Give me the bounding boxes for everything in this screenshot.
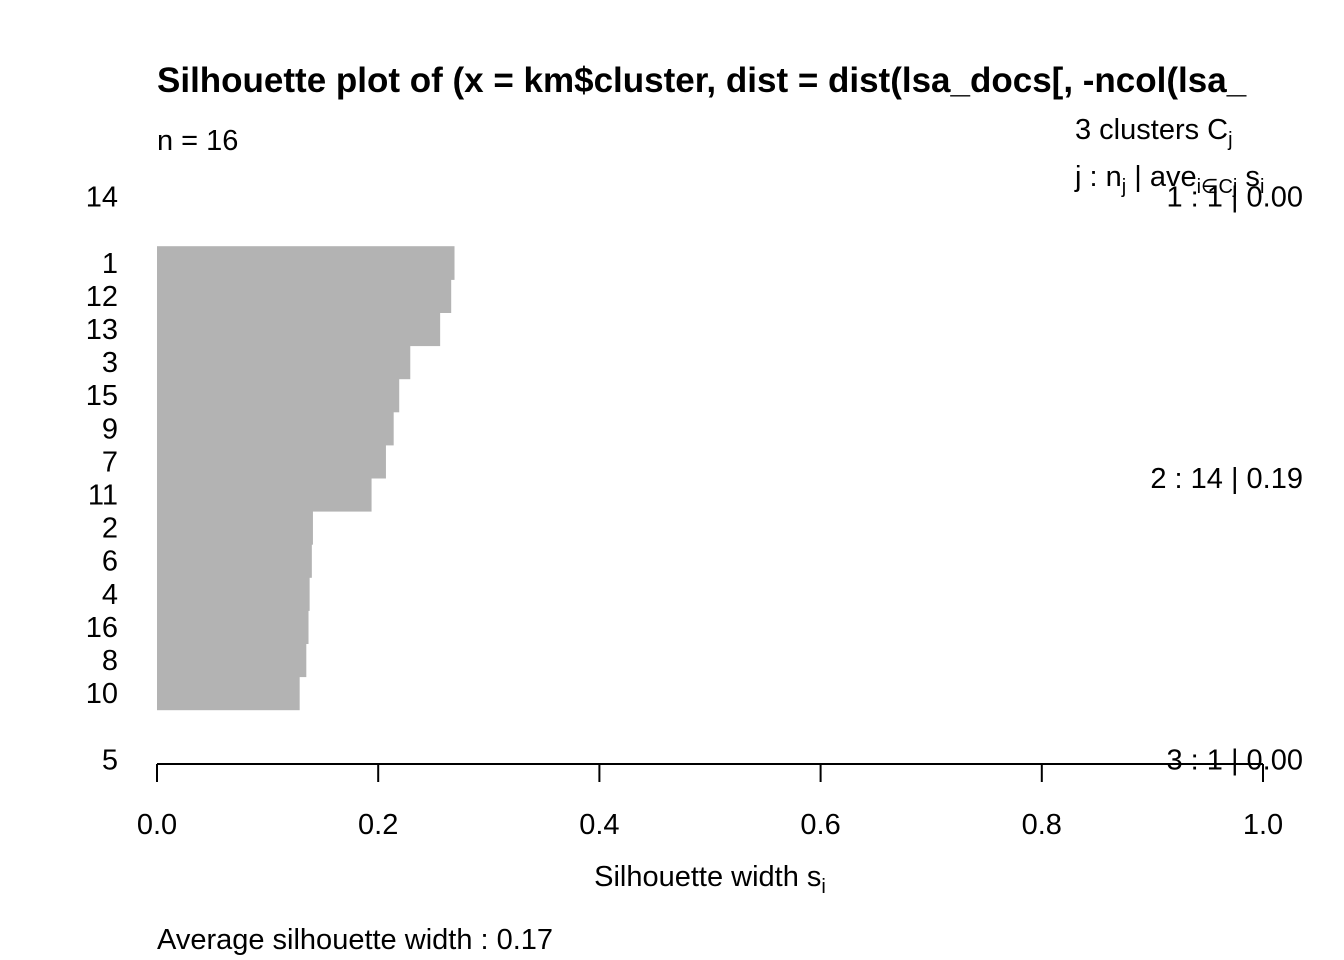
silhouette-bar-8 bbox=[157, 643, 307, 678]
y-label-13: 13 bbox=[86, 314, 118, 346]
y-label-10: 10 bbox=[86, 678, 118, 710]
bars-group bbox=[157, 246, 455, 711]
x-axis: 0.0 0.2 0.4 0.6 0.8 1.0 bbox=[137, 763, 1283, 841]
silhouette-bar-6 bbox=[157, 544, 312, 578]
y-label-12: 12 bbox=[86, 281, 118, 313]
silhouette-bar-1 bbox=[157, 246, 455, 280]
y-label-11: 11 bbox=[88, 479, 118, 511]
silhouette-bar-3 bbox=[157, 345, 411, 380]
y-label-9: 9 bbox=[102, 413, 118, 445]
y-label-1: 1 bbox=[102, 248, 118, 280]
silhouette-bar-15 bbox=[157, 378, 400, 413]
cluster-label-2: 2 : 14 | 0.19 bbox=[1150, 463, 1303, 495]
chart-subtitle: n = 16 bbox=[157, 125, 238, 157]
chart-title: Silhouette plot of (x = km$cluster, dist… bbox=[157, 61, 1247, 100]
silhouette-bar-2 bbox=[157, 511, 313, 545]
cluster-label-3: 3 : 1 | 0.00 bbox=[1166, 744, 1303, 776]
x-tick-label-1: 0.2 bbox=[358, 809, 398, 841]
silhouette-bar-10 bbox=[157, 676, 300, 711]
legend-header-line1: 3 clusters Cj bbox=[1075, 114, 1233, 151]
silhouette-bar-16 bbox=[157, 610, 309, 644]
y-label-14: 14 bbox=[86, 182, 118, 214]
y-label-2: 2 bbox=[102, 513, 118, 545]
silhouette-bar-13 bbox=[157, 312, 441, 347]
y-label-6: 6 bbox=[102, 546, 118, 578]
silhouette-bar-12 bbox=[157, 279, 452, 313]
legend-header: 3 clusters Cj j : nj | avei∈Cj si bbox=[1074, 114, 1264, 198]
silhouette-bar-4 bbox=[157, 577, 310, 611]
y-label-15: 15 bbox=[86, 380, 118, 412]
silhouette-bar-11 bbox=[157, 477, 372, 512]
x-tick-label-2: 0.4 bbox=[579, 809, 619, 841]
y-label-3: 3 bbox=[102, 347, 118, 379]
y-label-16: 16 bbox=[86, 612, 118, 644]
average-silhouette-width: Average silhouette width : 0.17 bbox=[157, 924, 553, 956]
y-label-4: 4 bbox=[102, 579, 118, 611]
x-tick-label-3: 0.6 bbox=[800, 809, 840, 841]
cluster-labels-group: 1 : 1 | 0.00 2 : 14 | 0.19 3 : 1 | 0.00 bbox=[1150, 182, 1303, 777]
silhouette-bar-7 bbox=[157, 444, 386, 479]
legend-header-line2: j : nj | avei∈Cj si bbox=[1074, 161, 1264, 198]
x-tick-label-4: 0.8 bbox=[1022, 809, 1062, 841]
y-label-5: 5 bbox=[102, 744, 118, 776]
y-label-8: 8 bbox=[102, 645, 118, 677]
y-label-7: 7 bbox=[102, 446, 118, 478]
x-axis-label: Silhouette width si bbox=[594, 861, 826, 898]
x-tick-label-0: 0.0 bbox=[137, 809, 177, 841]
silhouette-bar-9 bbox=[157, 411, 394, 446]
x-tick-label-5: 1.0 bbox=[1243, 809, 1283, 841]
cluster-label-1: 1 : 1 | 0.00 bbox=[1166, 182, 1303, 214]
